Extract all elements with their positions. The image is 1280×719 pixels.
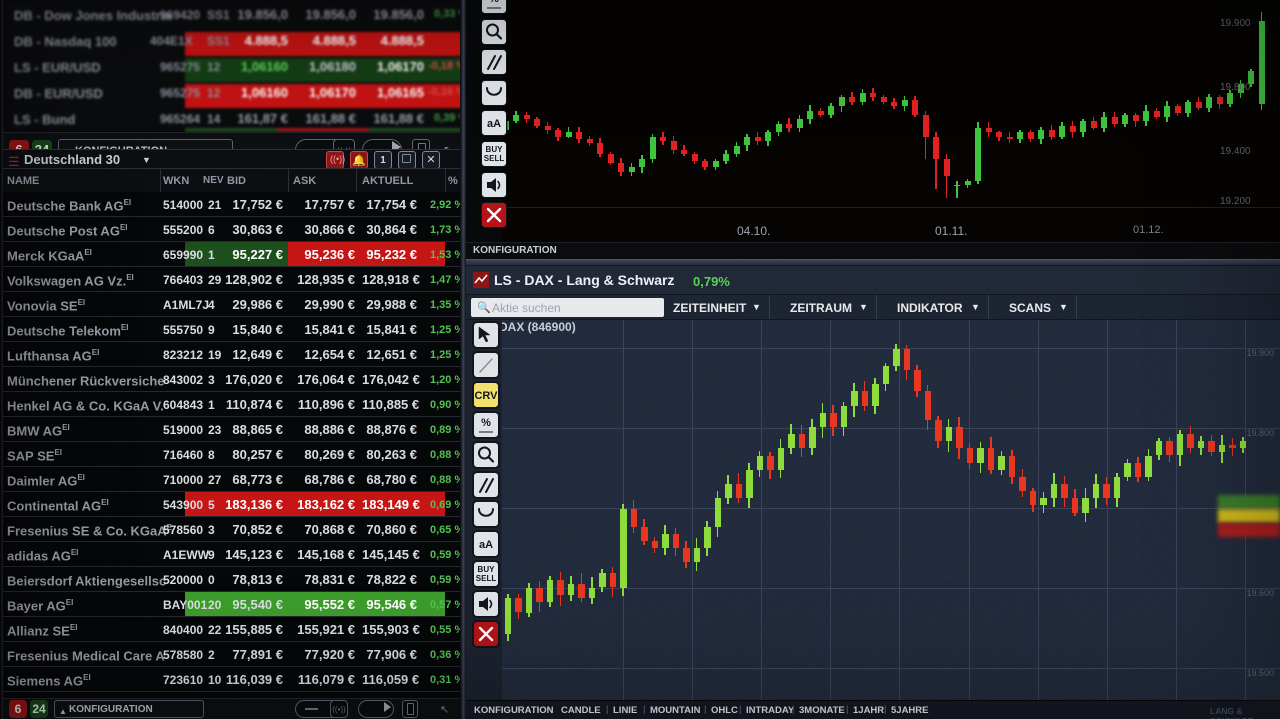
svg-text:aA: aA xyxy=(479,539,493,551)
svg-text:%: % xyxy=(489,0,499,5)
svg-text:aA: aA xyxy=(487,118,501,130)
svg-text:%: % xyxy=(481,417,491,429)
